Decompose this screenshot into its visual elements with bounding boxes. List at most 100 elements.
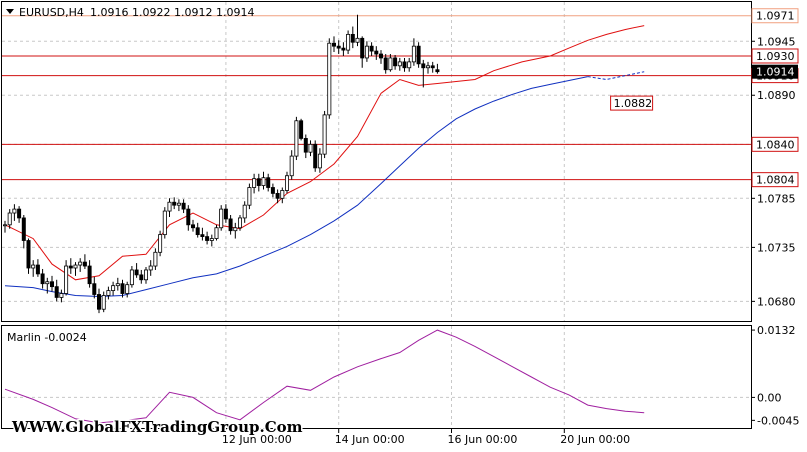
candle <box>280 187 285 204</box>
candle-body <box>17 208 22 219</box>
candle <box>205 231 210 245</box>
candle <box>416 42 421 68</box>
candle-body <box>87 265 92 285</box>
candle <box>350 26 355 49</box>
candle-body <box>12 208 17 214</box>
candle-body <box>115 283 120 287</box>
candle <box>228 214 233 235</box>
watermark: WWW.GlobalFXTradingGroup.Com <box>11 418 303 436</box>
candle-body <box>270 187 275 194</box>
candle <box>421 59 426 88</box>
candle <box>247 183 252 210</box>
candle <box>242 201 247 223</box>
level-price-box <box>751 136 799 152</box>
candle-body <box>256 178 261 186</box>
candle-body <box>237 217 242 229</box>
candle-body <box>416 45 421 65</box>
candle-body <box>129 269 134 286</box>
candle <box>327 38 332 119</box>
candle <box>148 260 153 276</box>
chart-symbol: EURUSD,H4 <box>19 6 84 19</box>
candle-body <box>388 57 393 71</box>
candle <box>313 140 318 172</box>
candle-body <box>275 192 280 199</box>
candle <box>64 260 69 296</box>
candle-body <box>167 201 172 212</box>
candle-body <box>266 177 271 188</box>
candle <box>40 268 45 289</box>
candle <box>115 277 120 291</box>
candle <box>411 38 416 66</box>
candle <box>299 118 304 141</box>
candle-body <box>148 265 153 271</box>
candle-body <box>162 210 167 236</box>
candle-body <box>261 177 266 186</box>
candle <box>7 209 12 229</box>
candle-body <box>407 61 412 69</box>
candle <box>294 116 299 161</box>
price-tick-label: 1.0785 <box>757 192 796 205</box>
candle-body <box>378 53 383 59</box>
candle <box>407 57 412 72</box>
candle <box>383 54 388 74</box>
candle <box>181 199 186 214</box>
candle <box>158 230 163 257</box>
level-price-box <box>751 172 799 188</box>
candle-body <box>200 234 205 237</box>
candle <box>214 224 219 241</box>
level-price-box <box>751 8 799 24</box>
candle-body <box>50 281 55 288</box>
indicator-label: Marlin -0.0024 <box>7 331 87 344</box>
price-pane-frame <box>1 1 752 322</box>
candle-body <box>242 204 247 219</box>
chart-ohlc: 1.0916 1.0922 1.0912 1.0914 <box>90 6 254 19</box>
candle-body <box>205 236 210 241</box>
time-tick-label: 14 Jun 00:00 <box>335 433 405 446</box>
candle <box>393 55 398 70</box>
candle <box>317 148 322 173</box>
candle-body <box>195 227 200 236</box>
ma-slow-projection <box>587 71 645 81</box>
candle <box>425 61 430 74</box>
candle-body <box>31 264 36 269</box>
candle-body <box>134 269 139 276</box>
candle <box>397 57 402 71</box>
candle-body <box>364 45 369 59</box>
menu-triangle-icon[interactable] <box>6 9 14 14</box>
candle-body <box>190 224 195 229</box>
candle <box>101 291 106 313</box>
candle-body <box>308 143 313 153</box>
candle <box>17 206 22 223</box>
level-price-label: 1.0804 <box>756 174 795 187</box>
ma-projection-box <box>610 95 654 111</box>
candle <box>369 42 374 56</box>
candle-body <box>21 217 26 241</box>
candle <box>59 289 64 303</box>
candle-body <box>26 240 31 269</box>
candle-body <box>299 120 304 139</box>
candle <box>120 279 125 298</box>
candle <box>223 204 228 223</box>
ma-fast-line <box>4 25 645 281</box>
candle-body <box>158 234 163 253</box>
indicator-tick-label: 0.0132 <box>757 324 796 337</box>
candle <box>35 259 40 277</box>
candle <box>374 46 379 60</box>
time-tick-label: 16 Jun 00:00 <box>448 433 518 446</box>
candle-body <box>247 187 252 206</box>
candle-body <box>143 269 148 281</box>
candle-body <box>383 57 388 71</box>
candle <box>195 222 200 238</box>
candle-body <box>181 202 186 210</box>
candle <box>402 57 407 72</box>
marlin-indicator <box>4 329 645 424</box>
candle-body <box>139 274 144 281</box>
candle-body <box>78 261 83 266</box>
candle-body <box>97 294 102 310</box>
horizontal-levels[interactable] <box>2 15 751 181</box>
level-price-box <box>751 48 799 64</box>
candle-body <box>317 153 322 169</box>
candle-body <box>186 208 191 226</box>
